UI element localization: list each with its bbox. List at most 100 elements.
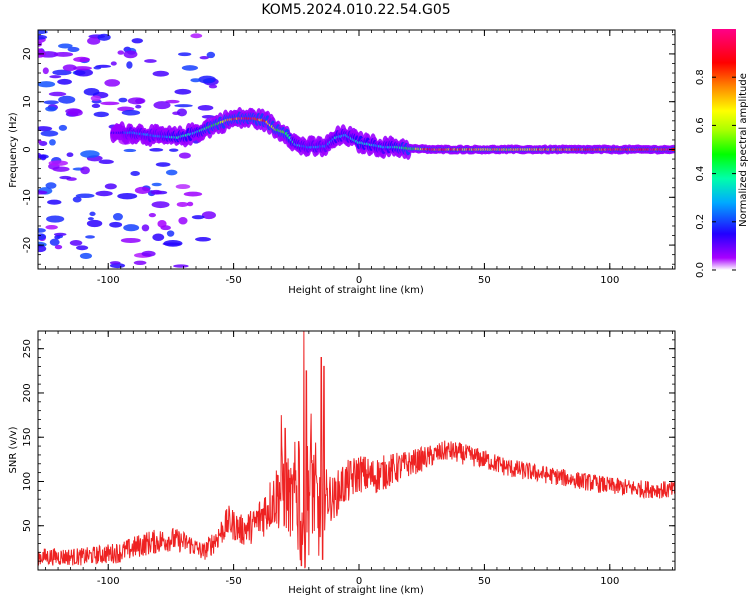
snr-y-tick-label: 50 xyxy=(22,519,33,532)
noise-blob xyxy=(91,103,101,108)
noise-blob xyxy=(45,182,57,189)
noise-blob xyxy=(135,104,142,109)
noise-blob xyxy=(58,43,73,49)
noise-blob xyxy=(38,233,47,241)
noise-blob xyxy=(38,48,44,52)
noise-blob xyxy=(195,237,212,242)
noise-blob xyxy=(183,191,203,197)
snr-y-tick-label: 250 xyxy=(22,339,33,358)
noise-blob xyxy=(190,33,203,39)
noise-blob xyxy=(52,69,72,76)
noise-blob xyxy=(47,199,62,205)
noise-blob xyxy=(141,224,150,232)
noise-blob xyxy=(165,99,180,104)
spectrogram-x-axis-label: Height of straight line (km) xyxy=(288,285,424,296)
noise-blob xyxy=(89,211,96,217)
noise-blob xyxy=(38,190,48,195)
noise-blob xyxy=(176,108,187,117)
noise-blob xyxy=(202,78,215,83)
snr-x-axis-label: Height of straight line (km) xyxy=(288,585,424,596)
noise-blob xyxy=(98,159,114,164)
noise-blob xyxy=(79,252,93,260)
snr-x-tick-label: 50 xyxy=(478,576,491,587)
noise-blob xyxy=(117,50,125,55)
noise-blob xyxy=(178,152,191,159)
noise-blob xyxy=(206,51,216,59)
spectrogram-x-tick-label: 100 xyxy=(600,275,619,286)
colorbar-tick-label: 0.4 xyxy=(695,166,706,182)
noise-blob xyxy=(97,33,111,41)
noise-blob xyxy=(150,189,162,195)
noise-blob xyxy=(149,148,164,152)
snr-series-line xyxy=(38,331,675,569)
noise-blob xyxy=(134,186,151,194)
noise-blob xyxy=(66,152,74,158)
noise-blob xyxy=(186,201,194,207)
noise-blob xyxy=(178,216,188,225)
noise-blob xyxy=(118,97,128,103)
snr-x-tick-label: -100 xyxy=(97,576,120,587)
noise-blob xyxy=(127,97,146,105)
noise-blob xyxy=(152,233,165,241)
colorbar: 0.0 0.2 0.4 0.6 0.8 Normalized spectral ampl… xyxy=(695,29,749,278)
noise-blob xyxy=(112,213,123,221)
noise-blob xyxy=(76,245,89,251)
noise-blob xyxy=(100,101,120,106)
noise-blob xyxy=(168,148,179,152)
noise-blob xyxy=(104,183,117,190)
noise-blob xyxy=(121,109,141,116)
noise-blob xyxy=(174,104,193,108)
noise-blob xyxy=(38,245,47,253)
noise-blob xyxy=(197,105,214,111)
spectrogram-y-tick-label: 0 xyxy=(22,146,33,152)
colorbar-tick-label: 0.2 xyxy=(695,214,706,230)
noise-blob xyxy=(178,52,192,57)
noise-blob xyxy=(201,211,216,220)
snr-y-tick-label: 150 xyxy=(22,428,33,447)
noise-blob xyxy=(152,70,169,77)
noise-blob xyxy=(110,61,117,66)
noise-blob xyxy=(155,162,171,167)
noise-blob xyxy=(38,228,46,233)
noise-blob xyxy=(109,221,123,228)
noise-blob xyxy=(80,150,100,158)
noise-blob xyxy=(53,232,67,236)
spectrogram-x-tick-label: -50 xyxy=(225,275,241,286)
snr-x-tick-label: 0 xyxy=(356,576,362,587)
colorbar-label: Normalized spectral amplitude xyxy=(738,73,749,227)
noise-blob xyxy=(45,106,57,112)
noise-blob xyxy=(181,65,199,71)
figure-title: KOM5.2024.010.22.54.G05 xyxy=(261,2,450,18)
noise-blob xyxy=(67,46,80,52)
noise-blob xyxy=(190,78,201,83)
noise-blob xyxy=(157,220,167,228)
noise-blob xyxy=(93,111,109,118)
noise-blob xyxy=(126,61,133,69)
noise-blob xyxy=(45,225,58,230)
noise-blob xyxy=(73,56,91,63)
noise-blob xyxy=(80,166,90,175)
noise-blob xyxy=(62,64,77,72)
noise-blob xyxy=(42,67,49,75)
snr-x-tick-label: -50 xyxy=(225,576,241,587)
noise-blob xyxy=(151,201,170,209)
noise-blob xyxy=(48,91,67,97)
noise-blob xyxy=(191,215,205,220)
noise-blob xyxy=(59,175,72,180)
noise-blob xyxy=(72,66,92,71)
colorbar-tick-label: 0.6 xyxy=(695,117,706,133)
noise-blob xyxy=(175,184,191,190)
snr-panel: -100 -50 0 50 100 50 100 150 200 250 Height of st… xyxy=(8,330,676,596)
noise-blob xyxy=(95,190,113,197)
noise-blob xyxy=(165,169,178,176)
spectrogram-y-tick-label: 20 xyxy=(22,48,33,61)
noise-blob xyxy=(131,38,144,44)
noise-blob xyxy=(57,78,72,85)
colorbar-tick-label: 0.0 xyxy=(695,262,706,278)
colorbar-gradient xyxy=(712,29,736,270)
spectrogram-y-tick-label: -20 xyxy=(22,237,33,253)
noise-blob xyxy=(75,193,95,199)
noise-blob xyxy=(104,79,121,87)
